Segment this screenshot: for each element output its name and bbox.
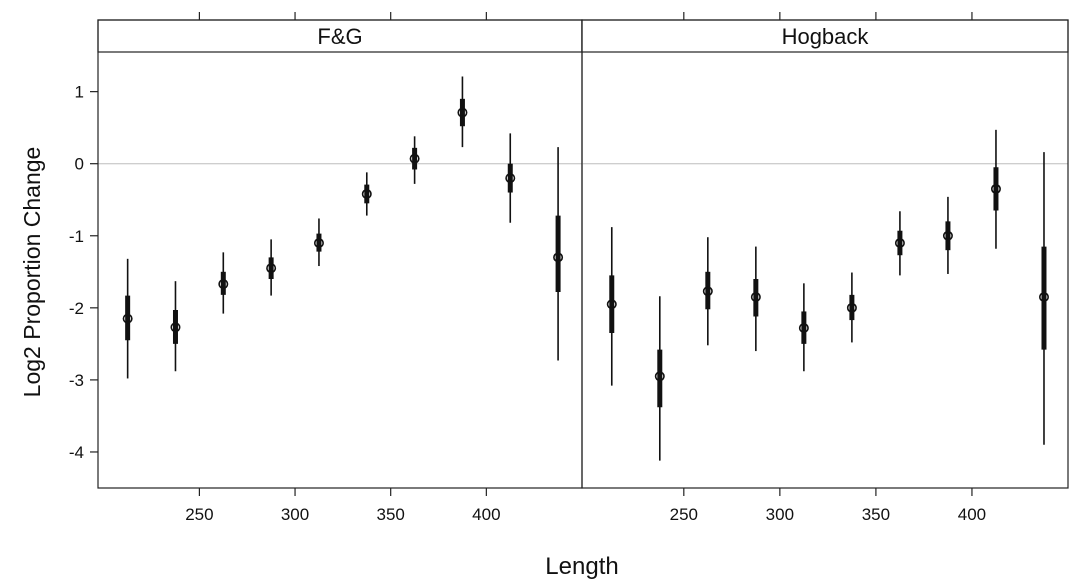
data-point: [170, 322, 181, 333]
data-point: [313, 237, 324, 248]
data-point: [702, 286, 713, 297]
panel-label: Hogback: [782, 24, 870, 49]
y-tick-label: -4: [69, 443, 84, 462]
x-tick-label: 350: [862, 505, 890, 524]
data-point: [122, 313, 133, 324]
data-point: [750, 292, 761, 303]
data-point: [266, 263, 277, 274]
data-point: [798, 323, 809, 334]
data-point: [218, 279, 229, 290]
data-point: [654, 371, 665, 382]
data-point: [846, 302, 857, 313]
data-point: [990, 183, 1001, 194]
x-axis-title: Length: [545, 553, 618, 580]
panel-label: F&G: [317, 24, 362, 49]
data-point: [553, 252, 564, 263]
y-tick-label: 0: [75, 155, 84, 174]
y-axis-title: Log2 Proportion Change: [19, 147, 45, 398]
panel-strip: [581, 19, 1069, 53]
x-tick-label: 350: [377, 505, 405, 524]
x-tick-label: 400: [472, 505, 500, 524]
data-point: [505, 173, 516, 184]
x-tick-label: 300: [281, 505, 309, 524]
x-tick-label: 250: [670, 505, 698, 524]
x-tick-label: 250: [185, 505, 213, 524]
data-point: [606, 299, 617, 310]
data-point: [942, 230, 953, 241]
data-point: [457, 107, 468, 118]
y-tick-label: -3: [69, 371, 84, 390]
x-tick-label: 400: [958, 505, 986, 524]
y-tick-label: 1: [75, 83, 84, 102]
y-tick-label: -2: [69, 299, 84, 318]
panel-border: [581, 19, 1069, 489]
panel-border: [97, 19, 583, 489]
x-tick-label: 300: [766, 505, 794, 524]
data-point: [409, 153, 420, 164]
y-tick-label: -1: [69, 227, 84, 246]
data-point: [361, 188, 372, 199]
data-point: [1038, 292, 1049, 303]
data-point: [894, 237, 905, 248]
